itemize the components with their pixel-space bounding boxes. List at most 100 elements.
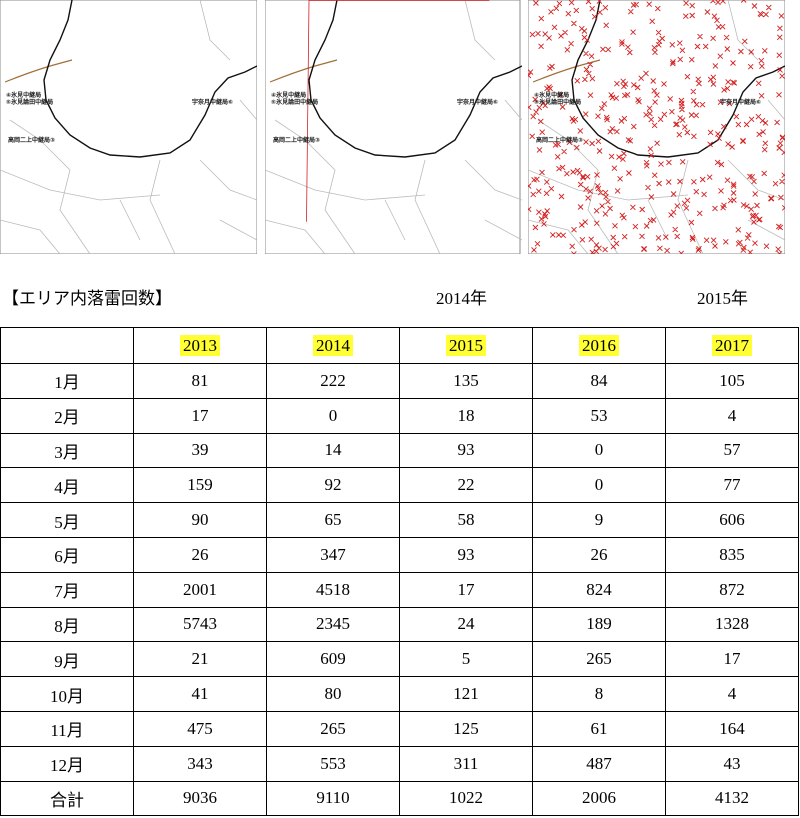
row-label: 9月 — [0, 641, 134, 678]
count-cell: 343 — [133, 745, 267, 782]
row-label: 11月 — [0, 710, 134, 747]
count-cell: 57 — [665, 432, 799, 469]
data-row: 3月 39 14 93 0 57 — [0, 432, 799, 469]
count-cell: 2001 — [133, 571, 267, 608]
map-label: 高岡二上中継局③ — [8, 136, 55, 144]
count-cell: 80 — [266, 676, 400, 712]
count-cell: 824 — [532, 571, 666, 608]
count-cell: 265 — [532, 641, 666, 678]
corner-cell — [0, 327, 134, 364]
count-cell: 77 — [665, 467, 799, 504]
count-cell: 475 — [133, 710, 267, 747]
data-row: 7月 2001 4518 17 824 872 — [0, 571, 799, 608]
row-label: 5月 — [0, 502, 134, 538]
count-cell: 17 — [133, 397, 267, 434]
count-cell: 8 — [532, 676, 666, 712]
count-cell: 9 — [532, 502, 666, 538]
count-cell: 872 — [665, 571, 799, 608]
map-label: 宇奈月中継局⑥ — [192, 98, 233, 106]
data-row: 11月 475 265 125 61 164 — [0, 710, 799, 747]
year-label: 2017 — [712, 334, 752, 356]
count-cell: 65 — [266, 502, 400, 538]
header-row: 2013 2014 2015 2016 2017 — [0, 327, 799, 364]
count-cell: 2345 — [266, 606, 400, 643]
data-row: 4月 159 92 22 0 77 — [0, 467, 799, 504]
year-label: 2016 — [579, 334, 619, 356]
count-cell: 1022 — [399, 780, 533, 817]
count-cell: 17 — [399, 571, 533, 608]
map-label: ④氷見中継局 — [534, 91, 569, 99]
count-cell: 609 — [266, 641, 400, 678]
row-label: 合計 — [0, 780, 134, 817]
caption: 【エリア内落雷回数】 2014年 2015年 — [0, 284, 800, 308]
count-cell: 347 — [266, 536, 400, 573]
count-cell: 189 — [532, 606, 666, 643]
header-cell: 2015 — [399, 327, 533, 364]
count-cell: 17 — [665, 641, 799, 678]
row-label: 1月 — [0, 363, 134, 399]
map-label: ⑤氷見論田中継局 — [534, 98, 581, 106]
count-cell: 90 — [133, 502, 267, 538]
count-cell: 105 — [665, 363, 799, 399]
count-cell: 24 — [399, 606, 533, 643]
map-label: 宇奈月中継局⑥ — [720, 98, 761, 106]
count-cell: 1328 — [665, 606, 799, 643]
data-row: 5月 90 65 58 9 606 — [0, 502, 799, 538]
count-cell: 43 — [665, 745, 799, 782]
data-row: 1月 81 222 135 84 105 — [0, 363, 799, 399]
data-row: 10月 41 80 121 8 4 — [0, 676, 799, 712]
row-label: 3月 — [0, 432, 134, 469]
data-row: 9月 21 609 5 265 17 — [0, 641, 799, 678]
count-cell: 159 — [133, 467, 267, 504]
header-cell: 2017 — [665, 327, 799, 364]
count-cell: 41 — [133, 676, 267, 712]
data-row: 2月 17 0 18 53 4 — [0, 397, 799, 434]
caption-year: 2014年 — [436, 289, 487, 308]
count-cell: 135 — [399, 363, 533, 399]
count-cell: 4518 — [266, 571, 400, 608]
row-label: 2月 — [0, 397, 134, 434]
map-panel — [265, 0, 522, 254]
count-cell: 84 — [532, 363, 666, 399]
row-label: 10月 — [0, 676, 134, 712]
count-cell: 39 — [133, 432, 267, 469]
map-label: 宇奈月中継局⑥ — [457, 98, 498, 106]
count-cell: 222 — [266, 363, 400, 399]
lightning-table: 2013 2014 2015 2016 2017 1月 81 222 135 84 105 2月 17 0… — [0, 327, 799, 817]
count-cell: 22 — [399, 467, 533, 504]
count-cell: 0 — [532, 467, 666, 504]
map-label: 高岡二上中継局③ — [273, 136, 320, 144]
data-row: 8月 5743 2345 24 189 1328 — [0, 606, 799, 643]
map-label: ④氷見中継局 — [271, 91, 306, 99]
year-label: 2015 — [446, 334, 486, 356]
count-cell: 164 — [665, 710, 799, 747]
row-label: 6月 — [0, 536, 134, 573]
count-cell: 606 — [665, 502, 799, 538]
count-cell: 26 — [133, 536, 267, 573]
row-label: 8月 — [0, 606, 134, 643]
header-cell: 2014 — [266, 327, 400, 364]
row-label: 7月 — [0, 571, 134, 608]
data-row: 12月 343 553 311 487 43 — [0, 745, 799, 782]
data-row: 6月 26 347 93 26 835 — [0, 536, 799, 573]
count-cell: 311 — [399, 745, 533, 782]
count-cell: 121 — [399, 676, 533, 712]
count-cell: 58 — [399, 502, 533, 538]
count-cell: 265 — [266, 710, 400, 747]
map-label: ⑤氷見論田中継局 — [6, 98, 53, 106]
map-label: ⑤氷見論田中継局 — [271, 98, 318, 106]
count-cell: 4 — [665, 676, 799, 712]
caption-title: 【エリア内落雷回数】 — [2, 289, 172, 308]
map-panel — [528, 0, 785, 254]
count-cell: 5743 — [133, 606, 267, 643]
count-cell: 2006 — [532, 780, 666, 817]
count-cell: 9036 — [133, 780, 267, 817]
year-label: 2013 — [180, 334, 220, 356]
count-cell: 26 — [532, 536, 666, 573]
count-cell: 53 — [532, 397, 666, 434]
count-cell: 0 — [532, 432, 666, 469]
lightning-marks — [528, 0, 785, 254]
count-cell: 835 — [665, 536, 799, 573]
